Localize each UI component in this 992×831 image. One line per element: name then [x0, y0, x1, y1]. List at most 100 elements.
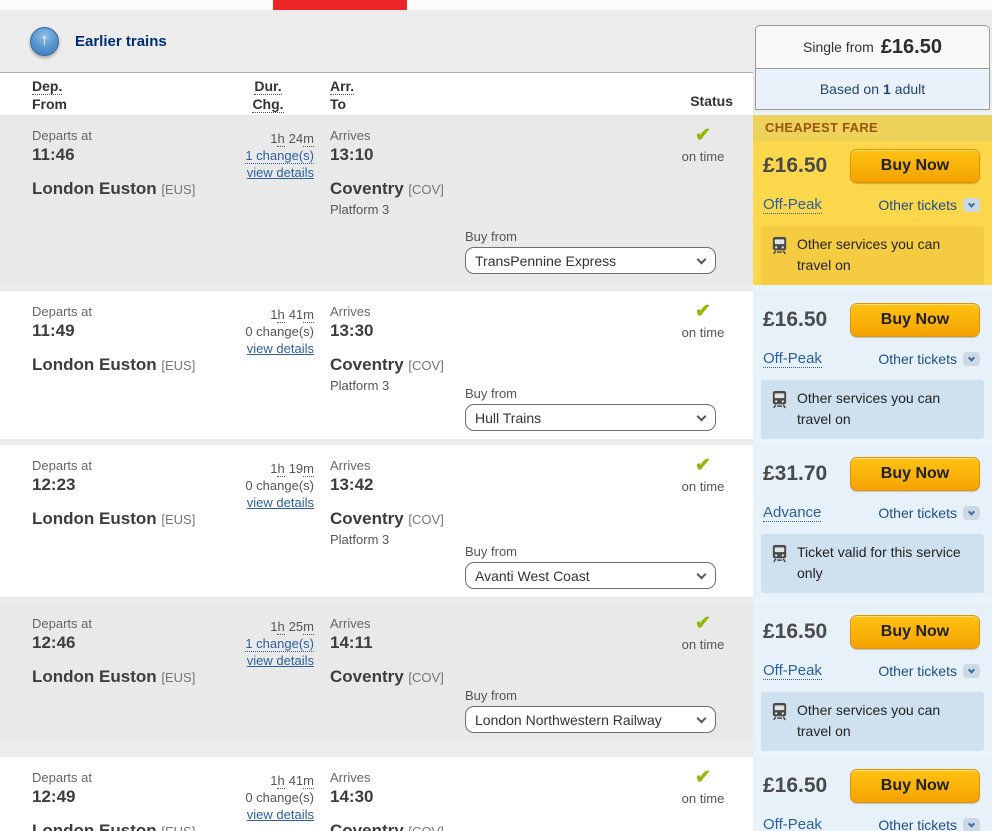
chevron-down-icon: [963, 352, 980, 366]
buy-now-button[interactable]: Buy Now: [850, 457, 980, 491]
earlier-trains-label[interactable]: Earlier trains: [75, 32, 167, 50]
earlier-trains-button[interactable]: ↑: [30, 26, 59, 56]
train-icon: [770, 234, 789, 276]
hour-unit: h: [277, 131, 285, 147]
chevron-down-icon: [963, 818, 980, 831]
to-station: Coventry: [330, 821, 404, 831]
from-station-code: [EUS]: [161, 824, 195, 831]
duration: 1h 19m: [222, 460, 314, 477]
chevron-down-icon: [696, 411, 707, 422]
other-tickets-toggle[interactable]: Other tickets: [878, 197, 980, 213]
status-text: on time: [681, 791, 725, 806]
status-text: on time: [681, 479, 725, 494]
ticket-type-link[interactable]: Off-Peak: [763, 196, 822, 214]
other-tickets-toggle[interactable]: Other tickets: [878, 817, 980, 831]
chevron-down-icon: [963, 198, 980, 212]
ticket-type-link[interactable]: Off-Peak: [763, 816, 822, 831]
buy-from-block: Buy from Hull Trains: [465, 386, 716, 431]
single-from-prefix: Single from: [803, 39, 874, 55]
other-tickets-toggle[interactable]: Other tickets: [878, 505, 980, 521]
service-note-text: Ticket valid for this service only: [797, 544, 961, 581]
other-tickets-toggle[interactable]: Other tickets: [878, 351, 980, 367]
buy-from-label: Buy from: [465, 688, 518, 703]
fare-summary: Single from £16.50 Based on 1 adult: [755, 25, 990, 110]
operator-select[interactable]: Avanti West Coast: [465, 562, 716, 589]
changes-text: 0 change(s): [245, 324, 314, 339]
departs-label: Departs at: [32, 128, 92, 143]
operator-selected-option: London Northwestern Railway: [475, 711, 662, 728]
platform: Platform 3: [330, 378, 390, 393]
buy-now-button[interactable]: Buy Now: [850, 303, 980, 337]
from-station-code: [EUS]: [161, 512, 196, 527]
chevron-down-icon: [696, 713, 707, 724]
chevron-down-icon: [963, 506, 980, 520]
to-station: Coventry: [330, 355, 404, 374]
fare-price: £16.50: [763, 774, 828, 797]
arrival-time: 13:30: [330, 321, 374, 340]
duration-mins: 25: [288, 619, 304, 634]
view-details-link[interactable]: view details: [246, 341, 314, 356]
view-details-link[interactable]: view details: [246, 165, 314, 180]
to-station-code: [COV]: [408, 512, 444, 527]
buy-from-block: Buy from London Northwestern Railway: [465, 688, 716, 733]
min-unit: m: [303, 131, 314, 147]
changes-link[interactable]: 1 change(s): [245, 636, 314, 652]
hour-unit: h: [277, 773, 285, 789]
view-details-link[interactable]: view details: [246, 653, 314, 668]
buy-now-button[interactable]: Buy Now: [850, 615, 980, 649]
to-station: Coventry: [330, 667, 404, 686]
departure-time: 12:46: [32, 633, 76, 652]
ticket-type-link[interactable]: Off-Peak: [763, 662, 822, 680]
buy-now-button[interactable]: Buy Now: [850, 769, 980, 803]
arrow-up-icon: ↑: [40, 32, 49, 49]
chevron-down-icon: [696, 254, 707, 265]
arrival-time: 13:42: [330, 475, 374, 494]
ticket-type-link[interactable]: Off-Peak: [763, 350, 822, 368]
changes-link[interactable]: 1 change(s): [245, 148, 314, 164]
duration: 1h 41m: [222, 772, 314, 789]
status: ✔ on time: [673, 455, 733, 495]
status-text: on time: [681, 325, 725, 340]
from-station-code: [EUS]: [161, 358, 196, 373]
journey-row: Departs at 11:49 London Euston [EUS] 1h 4…: [0, 291, 992, 439]
changes-text: 0 change(s): [245, 478, 314, 493]
from-station: London Euston: [32, 821, 157, 831]
fare-cell: £31.70 Buy Now Advance Other tickets Tic…: [753, 445, 992, 597]
buy-from-block: Buy from Avanti West Coast: [465, 544, 716, 589]
to-station-code: [COV]: [408, 670, 444, 685]
train-icon: [770, 700, 789, 742]
view-details-link[interactable]: view details: [246, 807, 314, 822]
status: ✔ on time: [673, 302, 733, 341]
service-note-text: Other services you can travel on: [797, 236, 941, 273]
based-on-box: Based on 1 adult: [755, 69, 990, 110]
operator-select[interactable]: TransPennine Express: [465, 247, 716, 274]
duration: 1h 24m: [222, 130, 314, 147]
view-details-link[interactable]: view details: [246, 495, 314, 510]
platform: Platform 3: [330, 202, 390, 217]
buy-from-block: Buy from TransPennine Express: [465, 229, 716, 274]
train-icon: [770, 542, 789, 584]
ticket-type-link[interactable]: Advance: [763, 504, 822, 522]
duration: 1h 41m: [222, 306, 314, 323]
active-tab-indicator[interactable]: [273, 0, 407, 10]
arrives-label: Arrives: [330, 128, 371, 143]
arrival-time: 14:11: [330, 633, 373, 652]
earlier-trains-bar: ↑ Earlier trains: [0, 10, 992, 72]
buy-from-label: Buy from: [465, 229, 518, 244]
departs-label: Departs at: [32, 770, 92, 785]
min-unit: m: [303, 461, 314, 477]
check-icon: ✔: [695, 613, 711, 634]
operator-selected-option: Hull Trains: [475, 409, 542, 426]
hour-unit: h: [277, 619, 285, 635]
chevron-down-icon: [696, 569, 707, 580]
min-unit: m: [303, 307, 314, 323]
check-icon: ✔: [695, 455, 711, 476]
service-note: Other services you can travel on: [761, 226, 984, 285]
min-unit: m: [303, 619, 314, 635]
duration-mins: 24: [288, 131, 304, 146]
operator-select[interactable]: London Northwestern Railway: [465, 706, 716, 733]
buy-now-button[interactable]: Buy Now: [850, 149, 980, 183]
other-tickets-toggle[interactable]: Other tickets: [878, 663, 980, 679]
duration: 1h 25m: [222, 618, 314, 635]
operator-select[interactable]: Hull Trains: [465, 404, 716, 431]
